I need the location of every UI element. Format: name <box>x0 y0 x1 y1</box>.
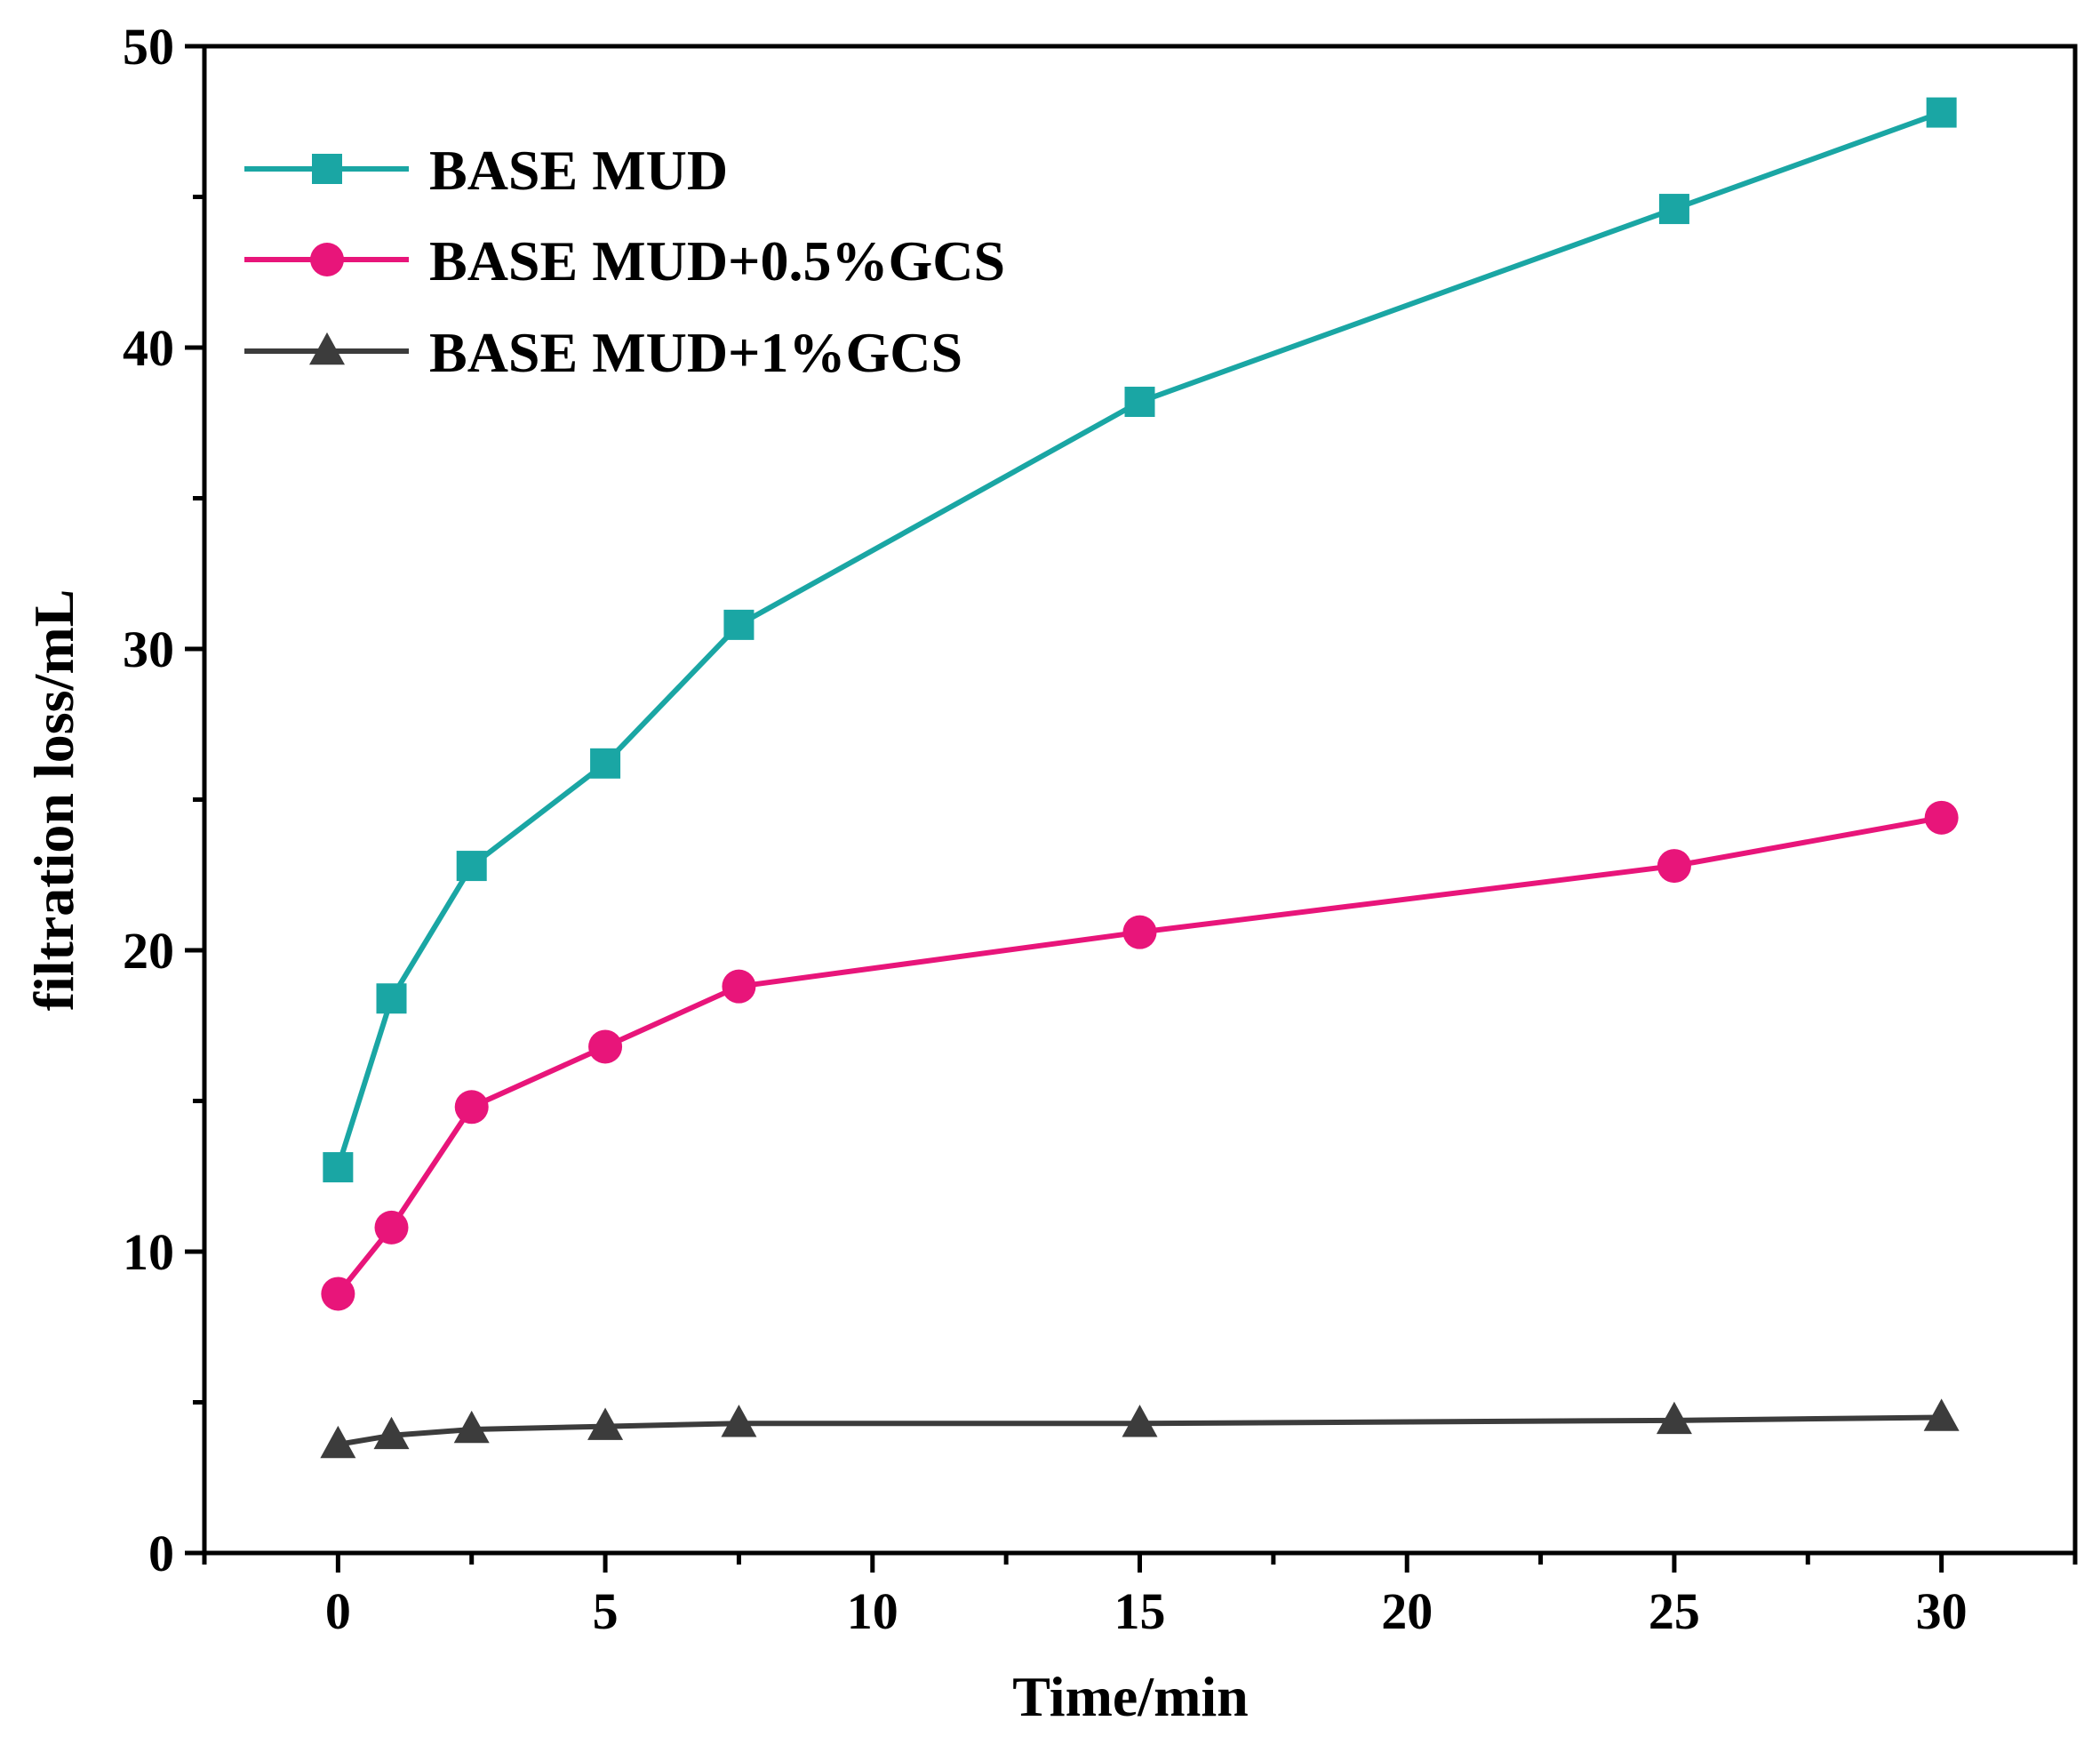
data-point-triangle <box>587 1407 624 1440</box>
data-point-circle <box>1924 800 1959 835</box>
legend-marker-square <box>312 154 342 184</box>
data-point-circle <box>321 1277 355 1311</box>
data-point-triangle <box>1923 1398 1960 1431</box>
data-point-triangle <box>721 1405 757 1437</box>
data-point-triangle <box>453 1410 490 1444</box>
y-tick-label: 0 <box>148 1525 174 1582</box>
data-point-circle <box>374 1210 409 1245</box>
data-point-triangle <box>373 1416 410 1450</box>
data-point-square <box>376 983 407 1014</box>
legend-label: BASE MUD+0.5%GCS <box>429 229 1005 292</box>
legend: BASE MUD BASE MUD+0.5%GCS BASE MUD+1%GCS <box>244 139 1005 384</box>
x-axis-title: Time/min <box>1012 1665 1249 1728</box>
data-point-triangle <box>1122 1405 1158 1437</box>
data-point-triangle <box>320 1425 356 1459</box>
data-point-square <box>1124 387 1155 418</box>
x-tick-label: 10 <box>847 1582 898 1640</box>
x-tick-label: 0 <box>325 1582 351 1640</box>
data-point-square <box>456 851 487 882</box>
plot-frame <box>202 44 2078 1556</box>
series-lines <box>335 109 1943 1447</box>
legend-marker-triangle <box>309 332 345 365</box>
x-tick-label: 25 <box>1649 1582 1700 1640</box>
data-point-square <box>323 1152 354 1183</box>
y-axis-title: filtration loss/mL <box>22 589 85 1012</box>
x-tick-label: 20 <box>1381 1582 1433 1640</box>
data-point-circle <box>1122 915 1157 949</box>
data-point-triangle <box>1656 1401 1692 1435</box>
y-tick-label: 30 <box>123 620 174 678</box>
data-point-square <box>723 609 755 640</box>
tick-labels: 0 5 10 15 20 25 30 0 10 20 30 40 50 <box>123 18 1968 1640</box>
y-tick-label: 40 <box>123 319 174 377</box>
legend-label: BASE MUD <box>429 139 728 202</box>
x-tick-label: 30 <box>1916 1582 1968 1640</box>
series-line <box>335 109 1943 1168</box>
legend-marker-circle <box>310 243 344 276</box>
data-point-circle <box>454 1090 489 1125</box>
y-tick-label: 10 <box>123 1223 174 1281</box>
data-point-circle <box>1657 849 1691 884</box>
data-point-circle <box>588 1029 623 1064</box>
data-point-square <box>590 748 621 779</box>
series-line <box>337 1414 1942 1447</box>
x-tick-label: 15 <box>1114 1582 1166 1640</box>
data-point-square <box>1658 194 1689 225</box>
y-tick-label: 50 <box>123 18 174 76</box>
data-point-square <box>1926 97 1957 128</box>
legend-label: BASE MUD+1%GCS <box>429 321 962 384</box>
data-point-circle <box>722 969 756 1004</box>
series-markers <box>320 97 1960 1459</box>
series-line <box>336 814 1943 1296</box>
y-tick-label: 20 <box>123 922 174 980</box>
x-tick-label: 5 <box>593 1582 619 1640</box>
